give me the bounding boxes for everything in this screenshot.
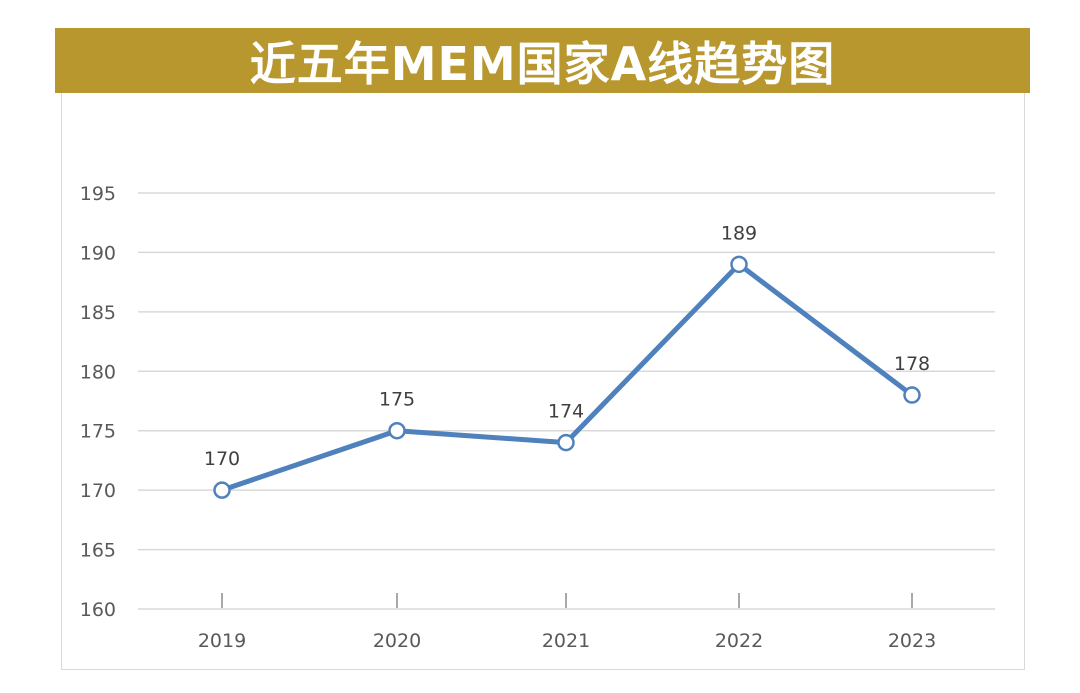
title-banner: 近五年MEM国家A线趋势图 [55, 28, 1030, 93]
data-label: 178 [894, 353, 930, 375]
data-label: 170 [204, 448, 240, 470]
data-point-marker [388, 421, 406, 440]
data-labels: 170 175 174 189 178 [204, 222, 930, 470]
y-tick-label: 180 [80, 361, 116, 383]
series-markers [213, 255, 921, 499]
x-tick-label: 2023 [888, 630, 936, 652]
y-tick-label: 170 [80, 480, 116, 502]
x-axis-ticks: 2019 2020 2021 2022 2023 [198, 593, 936, 652]
data-point-marker [730, 255, 748, 274]
data-point-marker [557, 433, 575, 452]
data-point-marker [213, 481, 231, 499]
chart-title: 近五年MEM国家A线趋势图 [249, 36, 836, 91]
y-tick-label: 190 [80, 242, 116, 264]
data-label: 174 [548, 401, 584, 423]
x-tick-label: 2020 [373, 630, 421, 652]
grid-lines [138, 192, 995, 610]
x-tick-label: 2021 [542, 630, 590, 652]
y-axis-ticks: 160 165 170 175 180 185 190 195 [80, 183, 116, 621]
y-tick-label: 160 [80, 599, 116, 621]
y-tick-label: 175 [80, 421, 116, 443]
chart-frame [61, 93, 1025, 670]
y-tick-label: 165 [80, 540, 116, 562]
y-tick-label: 185 [80, 302, 116, 324]
y-tick-label: 195 [80, 183, 116, 205]
data-label: 175 [379, 389, 415, 411]
x-tick-label: 2019 [198, 630, 246, 652]
series-line [219, 261, 915, 493]
data-point-marker [903, 386, 921, 404]
series-line-path [219, 261, 915, 493]
x-tick-label: 2022 [715, 630, 763, 652]
data-label: 189 [721, 222, 757, 244]
